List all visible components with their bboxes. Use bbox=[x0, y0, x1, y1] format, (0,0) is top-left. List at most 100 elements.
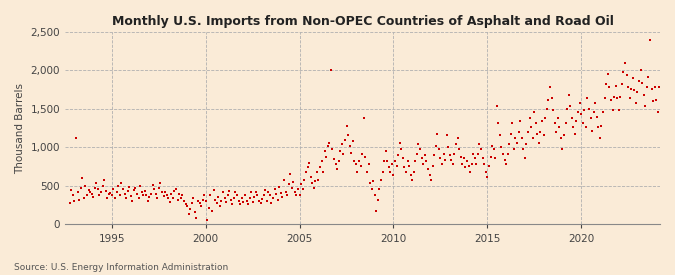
Point bbox=[512, 141, 522, 145]
Point bbox=[158, 194, 169, 198]
Point bbox=[369, 193, 380, 197]
Point bbox=[260, 188, 271, 192]
Point bbox=[196, 204, 207, 208]
Point bbox=[532, 131, 543, 136]
Point bbox=[508, 147, 519, 151]
Point bbox=[460, 165, 470, 170]
Point bbox=[531, 121, 541, 125]
Point bbox=[504, 141, 515, 146]
Point bbox=[418, 162, 429, 167]
Point bbox=[267, 195, 278, 200]
Point bbox=[285, 172, 296, 177]
Point bbox=[366, 187, 377, 191]
Point bbox=[111, 190, 122, 194]
Point bbox=[477, 156, 488, 160]
Point bbox=[194, 201, 205, 205]
Point bbox=[406, 173, 416, 177]
Point bbox=[562, 107, 572, 111]
Point bbox=[616, 82, 627, 87]
Point bbox=[302, 164, 313, 169]
Point bbox=[451, 141, 462, 146]
Point bbox=[556, 136, 566, 141]
Point bbox=[431, 144, 441, 148]
Point bbox=[441, 133, 452, 137]
Point bbox=[78, 195, 89, 200]
Point bbox=[557, 147, 568, 151]
Point bbox=[529, 110, 539, 114]
Point bbox=[176, 196, 186, 200]
Point bbox=[623, 85, 634, 90]
Point bbox=[152, 195, 163, 200]
Point bbox=[75, 185, 86, 190]
Point bbox=[574, 101, 585, 105]
Point bbox=[380, 148, 391, 153]
Point bbox=[596, 124, 607, 128]
Point bbox=[344, 144, 355, 148]
Point bbox=[510, 136, 521, 141]
Point bbox=[246, 190, 256, 194]
Point bbox=[552, 116, 563, 120]
Point bbox=[171, 187, 182, 191]
Point bbox=[185, 207, 196, 211]
Point bbox=[216, 198, 227, 203]
Point bbox=[599, 96, 610, 100]
Point bbox=[242, 202, 253, 207]
Point bbox=[641, 85, 652, 90]
Point bbox=[222, 193, 233, 197]
Point bbox=[155, 181, 166, 185]
Point bbox=[377, 170, 388, 174]
Point bbox=[350, 162, 361, 167]
Point bbox=[649, 85, 660, 90]
Point bbox=[558, 133, 569, 137]
Point bbox=[103, 192, 114, 197]
Point bbox=[307, 181, 318, 185]
Point bbox=[423, 167, 433, 171]
Point bbox=[571, 119, 582, 123]
Point bbox=[637, 81, 647, 85]
Point bbox=[215, 204, 225, 208]
Point bbox=[116, 181, 127, 185]
Point bbox=[443, 145, 454, 150]
Point bbox=[142, 198, 153, 203]
Point bbox=[197, 198, 208, 202]
Point bbox=[256, 197, 267, 201]
Point bbox=[291, 193, 302, 197]
Point bbox=[166, 191, 177, 196]
Point bbox=[101, 189, 111, 194]
Point bbox=[527, 136, 538, 141]
Point bbox=[554, 125, 564, 130]
Point bbox=[463, 164, 474, 168]
Point bbox=[323, 144, 333, 148]
Point bbox=[497, 152, 508, 156]
Point bbox=[207, 208, 217, 213]
Point bbox=[396, 147, 407, 151]
Point bbox=[479, 162, 489, 167]
Point bbox=[352, 170, 363, 174]
Point bbox=[338, 152, 349, 156]
Point bbox=[464, 170, 475, 174]
Point bbox=[471, 162, 482, 167]
Point bbox=[298, 187, 308, 191]
Point bbox=[392, 164, 402, 168]
Point bbox=[373, 198, 383, 202]
Point bbox=[180, 202, 191, 206]
Point bbox=[654, 85, 665, 90]
Point bbox=[546, 96, 557, 100]
Point bbox=[515, 119, 526, 123]
Point bbox=[341, 124, 352, 128]
Point bbox=[426, 178, 437, 182]
Point bbox=[412, 152, 423, 156]
Point bbox=[652, 110, 663, 114]
Point bbox=[105, 191, 116, 195]
Point bbox=[635, 68, 646, 73]
Point bbox=[493, 121, 504, 125]
Point bbox=[610, 84, 621, 88]
Point bbox=[526, 125, 537, 130]
Point bbox=[490, 156, 501, 160]
Point bbox=[229, 195, 240, 200]
Point bbox=[424, 173, 435, 177]
Title: Monthly U.S. Imports from Non-OPEC Countries of Asphalt and Road Oil: Monthly U.S. Imports from Non-OPEC Count… bbox=[111, 15, 614, 28]
Point bbox=[290, 190, 300, 194]
Point bbox=[363, 162, 374, 167]
Point bbox=[324, 141, 335, 145]
